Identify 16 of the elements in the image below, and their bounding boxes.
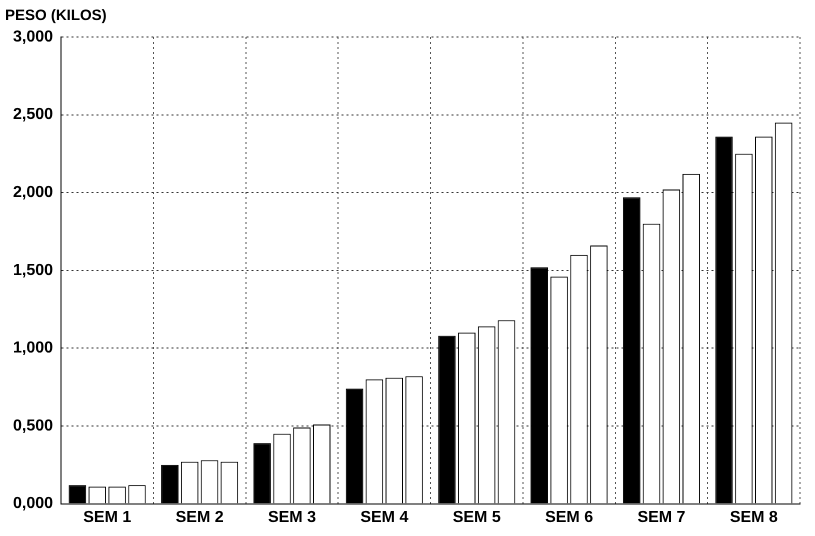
x-tick-label: SEM 1 — [83, 508, 132, 526]
y-tick-label: 2,500 — [12, 106, 54, 124]
x-tick-label: SEM 3 — [268, 508, 316, 526]
y-axis-title: PESO (KILOS) — [5, 7, 107, 24]
y-tick-label: 0,000 — [12, 495, 54, 512]
x-tick-label: SEM 4 — [360, 508, 408, 526]
y-tick-label: 1,500 — [12, 262, 54, 279]
x-tick-label: SEM 2 — [176, 508, 224, 526]
x-tick-label: SEM 5 — [452, 508, 501, 526]
x-tick-label: SEM 6 — [545, 508, 594, 526]
y-tick-label: 0,500 — [12, 417, 54, 434]
y-tick-label: 3,000 — [12, 28, 54, 46]
x-tick-label: SEM 7 — [637, 508, 686, 526]
y-tick-label: 1,000 — [12, 340, 54, 357]
x-tick-label: SEM 8 — [730, 508, 778, 526]
y-tick-label: 2,000 — [12, 184, 54, 202]
